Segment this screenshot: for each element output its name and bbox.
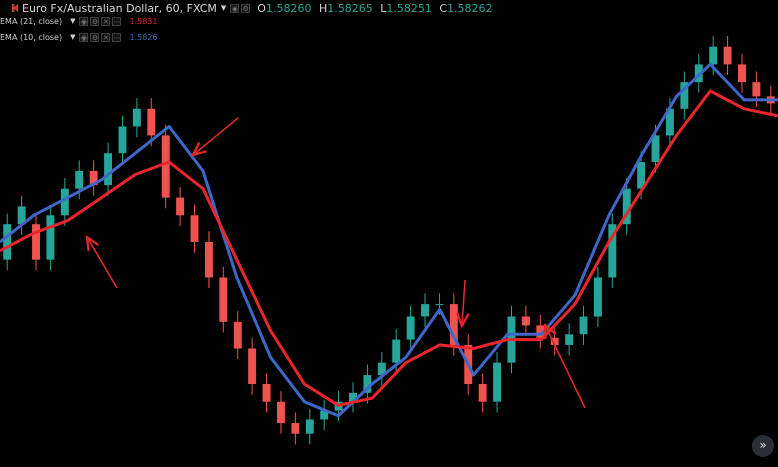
candle-body: [89, 170, 98, 186]
broker-logo-icon: [12, 4, 18, 12]
candle-body: [651, 135, 660, 163]
candle-body: [579, 316, 588, 335]
candle-body: [665, 108, 674, 136]
ohlc-values: O1.58260 H1.58265 L1.58251 C1.58262: [257, 1, 493, 15]
close-icon[interactable]: ✕: [101, 16, 111, 26]
candle-body: [161, 135, 170, 198]
candle-body: [738, 64, 746, 83]
candle-body: [709, 46, 718, 65]
candle-body: [622, 188, 631, 225]
candle-body: [536, 325, 545, 338]
caret-down-icon[interactable]: ▼: [70, 33, 76, 41]
candle-body: [233, 321, 242, 349]
more-icon[interactable]: ⋯: [112, 16, 122, 26]
candle-body: [104, 153, 113, 186]
candle-body: [723, 46, 732, 65]
candle-body: [3, 224, 12, 260]
candle-body: [132, 108, 141, 127]
symbol-title[interactable]: Euro Fx/Australian Dollar, 60, FXCM: [22, 1, 217, 15]
candle-body: [17, 206, 26, 225]
indicator-value: 1.5831: [129, 16, 158, 26]
candle-body: [305, 419, 314, 434]
candle-body: [608, 224, 617, 278]
candle-body: [118, 126, 127, 154]
candle-body: [219, 277, 228, 322]
eye-icon[interactable]: ◉: [79, 32, 89, 42]
indicator-ema10-legend: EMA (10, close) ▼ ◉ ⚙ ✕ ⋯ 1.5826: [0, 31, 157, 43]
caret-down-icon[interactable]: ▼: [220, 4, 227, 12]
candle-body: [478, 383, 487, 402]
candle-body: [680, 82, 689, 109]
candle-body: [565, 334, 574, 345]
annotation-arrow-4: [545, 325, 586, 409]
gear-icon[interactable]: ⚙: [241, 3, 251, 13]
candle-body: [349, 392, 357, 402]
candle-body: [637, 162, 646, 189]
ema-10-line: [0, 62, 778, 418]
candle-body: [320, 410, 329, 420]
candle-body: [32, 224, 40, 260]
candle-body: [392, 339, 401, 363]
gear-icon[interactable]: ⚙: [90, 32, 100, 42]
candle-body: [291, 423, 300, 434]
candle-body: [493, 362, 502, 402]
candle-body: [406, 316, 415, 340]
gear-icon[interactable]: ⚙: [90, 16, 100, 26]
ema-21-line: [0, 89, 778, 407]
eye-icon[interactable]: ◉: [230, 3, 240, 13]
candle-body: [147, 108, 156, 136]
candle-body: [752, 82, 761, 97]
annotation-arrow-1: [87, 237, 118, 289]
indicator-value: 1.5826: [129, 32, 158, 42]
indicator-label[interactable]: EMA (10, close): [0, 32, 63, 42]
annotation-arrow-3: [462, 279, 465, 326]
annotation-arrow-2: [193, 117, 239, 155]
candle-body: [550, 337, 559, 345]
candle-body: [176, 197, 185, 216]
candle-body: [204, 241, 213, 278]
candle-body: [248, 348, 257, 384]
eye-icon[interactable]: ◉: [79, 16, 89, 26]
candle-body: [60, 188, 69, 216]
candle-body: [377, 362, 386, 376]
candle-body: [421, 304, 429, 317]
indicator-label[interactable]: EMA (21, close): [0, 16, 63, 26]
symbol-header: Euro Fx/Australian Dollar, 60, FXCM ▼ ◉ …: [0, 1, 493, 15]
caret-down-icon[interactable]: ▼: [70, 17, 76, 25]
candle-body: [435, 304, 444, 306]
candle-body: [75, 170, 84, 189]
candle-body: [190, 215, 199, 242]
indicator-ema21-legend: EMA (21, close) ▼ ◉ ⚙ ✕ ⋯ 1.5831: [0, 15, 157, 27]
candle-body: [449, 304, 458, 345]
candle-body: [593, 277, 602, 317]
candle-body: [521, 316, 530, 326]
more-icon[interactable]: ⋯: [112, 32, 122, 42]
candle-body: [276, 401, 285, 424]
candlestick-series: [3, 35, 775, 445]
candle-body: [46, 215, 55, 260]
annotation-arrows: [87, 117, 586, 409]
candle-body: [363, 375, 372, 393]
double-chevron-right-icon[interactable]: »: [752, 435, 774, 457]
close-icon[interactable]: ✕: [101, 32, 111, 42]
candle-body: [262, 383, 271, 402]
